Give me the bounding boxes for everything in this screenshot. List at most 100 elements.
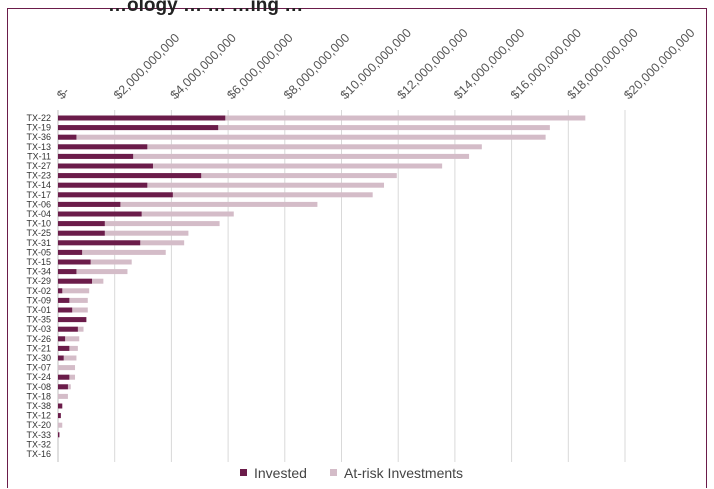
bar-invested (58, 317, 87, 323)
category-label: TX-32 (26, 439, 51, 449)
bar-invested (58, 278, 93, 284)
bar-invested (58, 182, 148, 188)
category-label: TX-16 (26, 449, 51, 459)
bar-invested (58, 134, 77, 140)
bar-invested (58, 269, 77, 275)
legend: Invested At-risk Investments (240, 465, 463, 481)
bar-invested (58, 240, 141, 246)
bar-at-risk (58, 230, 189, 236)
bar-at-risk (58, 144, 482, 150)
category-label: TX-21 (26, 343, 51, 353)
bar-at-risk (58, 192, 373, 198)
bar-invested (58, 336, 66, 342)
category-label: TX-27 (26, 161, 51, 171)
bar-at-risk (58, 307, 88, 313)
legend-swatch-at-risk (330, 469, 337, 476)
x-tick-label: $- (54, 84, 72, 102)
category-label: TX-15 (26, 257, 51, 267)
bar-invested (58, 153, 134, 159)
category-label: TX-23 (26, 171, 51, 181)
bar-at-risk (58, 211, 234, 217)
category-label: TX-36 (26, 132, 51, 142)
bars (58, 115, 586, 438)
category-label: TX-20 (26, 420, 51, 430)
category-label: TX-17 (26, 190, 51, 200)
bar-invested (58, 115, 226, 121)
category-label: TX-25 (26, 228, 51, 238)
bar-invested (58, 384, 68, 390)
bar-at-risk (58, 125, 550, 131)
category-label: TX-26 (26, 334, 51, 344)
bar-at-risk (58, 153, 470, 159)
chart-title: …ology … … …ing … (108, 0, 304, 16)
bar-at-risk (58, 221, 220, 227)
bar-invested (58, 249, 83, 255)
category-label: TX-34 (26, 267, 51, 277)
category-label: TX-06 (26, 199, 51, 209)
bar-at-risk (58, 336, 80, 342)
bar-at-risk (58, 163, 443, 169)
bar-at-risk (58, 134, 546, 140)
category-label: TX-08 (26, 382, 51, 392)
bar-at-risk (58, 259, 132, 265)
bar-invested (58, 192, 173, 198)
bar-at-risk (58, 288, 90, 294)
category-label: TX-03 (26, 324, 51, 334)
category-label: TX-04 (26, 209, 51, 219)
category-label: TX-31 (26, 238, 51, 248)
category-label: TX-12 (26, 411, 51, 421)
category-label: TX-29 (26, 276, 51, 286)
bar-invested (58, 288, 63, 294)
bar-invested (58, 144, 148, 150)
category-label: TX-19 (26, 123, 51, 133)
category-label: TX-22 (26, 113, 51, 123)
bar-invested (58, 221, 105, 227)
bar-at-risk (58, 355, 77, 361)
bar-invested (58, 432, 60, 438)
bar-at-risk (58, 365, 76, 371)
bar-invested (58, 230, 105, 236)
bar-at-risk (58, 249, 166, 255)
bar-at-risk (58, 115, 586, 121)
legend-label-invested: Invested (254, 465, 307, 481)
category-label: TX-02 (26, 286, 51, 296)
category-label: TX-30 (26, 353, 51, 363)
category-label: TX-14 (26, 180, 51, 190)
bar-at-risk (58, 393, 68, 399)
category-label: TX-33 (26, 430, 51, 440)
category-label: TX-35 (26, 315, 51, 325)
bar-invested (58, 326, 78, 332)
bar-at-risk (58, 173, 397, 179)
bar-invested (58, 374, 70, 380)
category-label: TX-38 (26, 401, 51, 411)
x-axis-ticks: $- $2,000,000,000$4,000,000,000$6,000,000… (54, 26, 697, 102)
bar-at-risk (58, 269, 128, 275)
bar-at-risk (58, 201, 318, 207)
bar-invested (58, 211, 142, 217)
y-axis-categories: TX-22TX-19TX-36TX-13TX-11TX-27TX-23TX-14… (26, 113, 51, 459)
category-label: TX-10 (26, 219, 51, 229)
bar-invested (58, 125, 219, 131)
legend-label-at-risk: At-risk Investments (344, 465, 463, 481)
gridlines (57, 110, 626, 462)
bar-invested (58, 201, 121, 207)
category-label: TX-24 (26, 372, 51, 382)
bar-invested (58, 297, 70, 303)
legend-swatch-invested (240, 469, 247, 476)
category-label: TX-13 (26, 142, 51, 152)
bar-invested (58, 345, 70, 351)
chart-frame: …ology … … …ing … (7, 0, 707, 488)
category-label: TX-05 (26, 247, 51, 257)
bar-invested (58, 355, 64, 361)
bar-invested (58, 307, 73, 313)
bar-invested (58, 259, 91, 265)
category-label: TX-07 (26, 363, 51, 373)
category-label: TX-01 (26, 305, 51, 315)
bar-invested (58, 403, 63, 409)
bar-at-risk (58, 182, 385, 188)
bar-at-risk (58, 422, 63, 428)
bar-at-risk (58, 297, 88, 303)
bar-invested (58, 413, 61, 419)
bar-invested (58, 173, 202, 179)
